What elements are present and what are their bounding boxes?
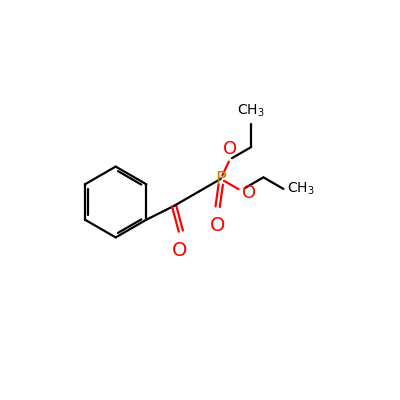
Text: O: O: [172, 241, 187, 260]
Text: P: P: [215, 170, 226, 188]
Text: CH$_3$: CH$_3$: [286, 181, 314, 197]
Text: O: O: [242, 184, 256, 202]
Text: O: O: [210, 216, 225, 235]
Text: O: O: [223, 140, 237, 158]
Text: CH$_3$: CH$_3$: [237, 103, 265, 119]
